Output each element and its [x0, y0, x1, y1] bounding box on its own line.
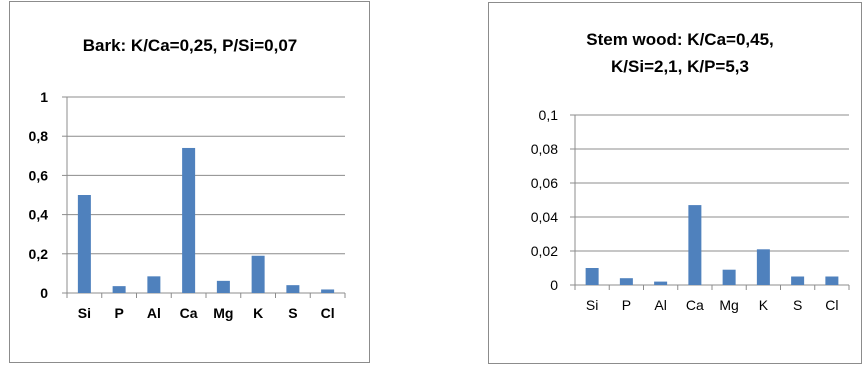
y-tick-label: 0,2: [29, 246, 49, 262]
x-tick-label: P: [114, 305, 123, 321]
bark-chart: Bark: K/Ca=0,25, P/Si=0,07 0 0,2 0,4 0,6 0,8 1…: [29, 36, 346, 321]
bar-ca: [688, 205, 702, 285]
y-tick-label: 0,4: [29, 207, 49, 223]
x-tick-label: Si: [78, 305, 91, 321]
bar-k: [251, 255, 265, 293]
bar-si: [585, 268, 599, 285]
x-tick-label: K: [759, 297, 769, 313]
bar-al: [654, 281, 668, 285]
bar-k: [756, 249, 770, 285]
bar-mg: [216, 280, 230, 293]
bar-cl: [825, 276, 839, 285]
bar-s: [286, 285, 300, 293]
bar-ca: [182, 147, 196, 293]
y-tick-label: 0,1: [539, 107, 559, 123]
chart-title: K/Si=2,1, K/P=5,3: [611, 57, 749, 76]
x-tick-label: P: [622, 297, 631, 313]
x-tick-label: S: [288, 305, 297, 321]
x-tick-label: Al: [654, 297, 666, 313]
y-tick-label: 0,6: [29, 167, 49, 183]
x-tick-label: Si: [586, 297, 598, 313]
bar-s: [791, 276, 805, 285]
x-tick-label: Mg: [213, 305, 233, 321]
x-tick-label: Al: [147, 305, 161, 321]
stem-wood-chart: Stem wood: K/Ca=0,45, K/Si=2,1, K/P=5,3 0 0…: [531, 30, 850, 313]
chart-title: Stem wood: K/Ca=0,45,: [586, 30, 774, 49]
y-tick-label: 0,8: [29, 128, 49, 144]
y-tick-label: 0,06: [531, 175, 558, 191]
x-tick-label: Mg: [719, 297, 738, 313]
y-tick-label: 0: [40, 285, 48, 301]
x-tick-label: K: [253, 305, 263, 321]
x-tick-label: Ca: [686, 297, 704, 313]
y-tick-label: 0,04: [531, 209, 558, 225]
y-tick-label: 0: [550, 277, 558, 293]
x-tick-label: Cl: [321, 305, 335, 321]
x-tick-label: Cl: [825, 297, 838, 313]
bar-si: [77, 195, 91, 293]
bar-mg: [722, 269, 736, 285]
y-tick-label: 0,08: [531, 141, 558, 157]
x-tick-label: S: [793, 297, 802, 313]
chart-title: Bark: K/Ca=0,25, P/Si=0,07: [83, 36, 298, 55]
x-tick-label: Ca: [180, 305, 198, 321]
bar-cl: [321, 289, 335, 293]
chart-panel-bark: Bark: K/Ca=0,25, P/Si=0,07 0 0,2 0,4 0,6 0,8 1…: [9, 1, 370, 363]
bar-al: [147, 276, 161, 293]
chart-panel-stem-wood: Stem wood: K/Ca=0,45, K/Si=2,1, K/P=5,3 0 0…: [488, 2, 862, 364]
y-tick-label: 0,02: [531, 243, 558, 259]
bar-p: [112, 286, 126, 293]
bar-p: [619, 278, 633, 285]
y-tick-label: 1: [40, 89, 48, 105]
